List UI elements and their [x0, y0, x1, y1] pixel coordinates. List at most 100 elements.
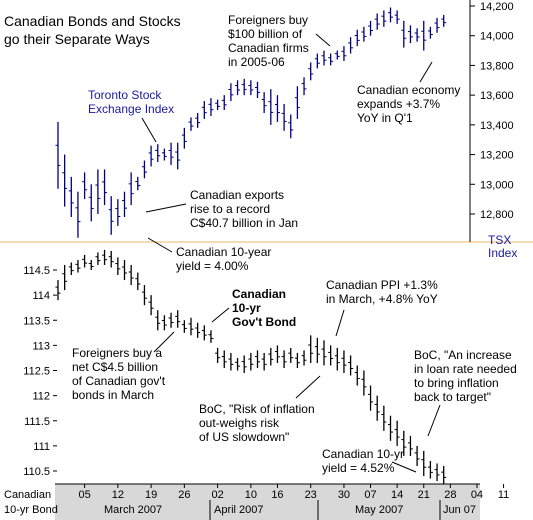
tsx-bar [294, 86, 300, 119]
bond-bar [361, 370, 367, 396]
bond-bar [181, 320, 187, 333]
bond-y-axis: 110.5 111 111.5 112 112.5 113 113.5 114 114.5 [23, 265, 57, 478]
bond-axis-label-line2: 10-yr Bond [4, 504, 58, 516]
x-tick-label: 21 [418, 489, 430, 501]
annotation-exports: Canadian exports rise to a record C$40.7… [145, 188, 298, 230]
tsx-bar [334, 50, 340, 60]
bond-bar [122, 259, 127, 281]
annotation-line: in loan rate needed [414, 362, 517, 376]
x-tick-label: 28 [444, 489, 456, 501]
tsx-bar [401, 20, 407, 48]
tsx-bar [328, 53, 334, 66]
annotation-line: expands +3.7% [357, 97, 440, 111]
tsx-bar [228, 83, 234, 102]
annotation-line: C$40.7 billion in Jan [190, 216, 298, 230]
annotation-boc-rate: BoC, "An increase in loan rate needed to… [414, 348, 517, 437]
tsx-bar [82, 172, 88, 200]
x-tick-label: 23 [305, 489, 317, 501]
bond-bar [148, 295, 154, 316]
bond-bar [161, 315, 167, 331]
tsx-y-tick-label: 12,800 [480, 209, 514, 221]
annotation-line: YoY in Q'1 [357, 111, 413, 125]
bond-ohlc-series [55, 249, 447, 484]
bond-y-tick-label: 113.5 [23, 315, 50, 327]
bond-bar [368, 385, 374, 411]
bond-y-tick-label: 110.5 [23, 466, 50, 478]
bond-bar [168, 312, 174, 328]
tsx-bar [241, 78, 247, 96]
bond-bar [301, 350, 307, 366]
tsx-bar [88, 184, 94, 222]
bond-y-tick-label: 114.5 [23, 265, 50, 277]
bond-bar [374, 395, 380, 421]
tsx-bar [281, 104, 287, 131]
tsx-bar [368, 20, 374, 36]
x-tick-label: 16 [271, 489, 283, 501]
chart-title-line2: go their Separate Ways [4, 31, 150, 47]
bond-bar [102, 249, 108, 265]
bond-bar [414, 445, 420, 466]
tsx-bar [301, 77, 307, 96]
bond-bar [55, 280, 61, 301]
bond-series-name-line2: 10-yr [232, 301, 261, 315]
bond-bar [274, 345, 280, 363]
annotation-line: Canadian firms [228, 41, 309, 55]
annotation-pointer [419, 61, 433, 83]
bond-bar [141, 285, 147, 306]
tsx-y-tick-label: 14,200 [480, 1, 514, 13]
bond-bar [108, 250, 114, 268]
tsx-y-tick-label: 13,000 [480, 179, 514, 191]
annotation-line: BoC, "Risk of inflation [199, 402, 315, 416]
annotation-line: BoC, "An increase [414, 348, 512, 362]
tsx-bar [208, 98, 214, 116]
x-tick-label: 14 [391, 489, 403, 501]
tsx-bar [407, 25, 413, 44]
bond-bar [334, 347, 340, 371]
bond-bar [421, 450, 427, 477]
annotation-pointer [335, 309, 345, 337]
bond-bar [321, 340, 327, 366]
annotation-foreigners-bonds: Foreigners buy a net C$4.5 billion of Ca… [72, 331, 175, 402]
tsx-bar [441, 14, 447, 27]
x-axis-band [55, 484, 480, 520]
tsx-y-axis: 12,800 13,000 13,200 13,400 13,600 13,800 14,0… [470, 1, 514, 221]
bond-y-tick-label: 111 [33, 441, 50, 453]
bond-bar [188, 317, 194, 336]
tsx-bar [75, 191, 81, 238]
tsx-bar [414, 28, 420, 42]
tsx-y-tick-label: 13,400 [480, 120, 514, 132]
bond-bar [441, 465, 447, 484]
tsx-bar [221, 95, 227, 110]
tsx-y-tick-label: 13,800 [480, 60, 514, 72]
tsx-bar [161, 148, 167, 161]
tsx-bar [148, 145, 154, 167]
x-axis: 05 12 19 26 02 10 16 23 30 07 14 21 28 04 11 [78, 484, 509, 501]
tsx-ohlc-series [55, 7, 447, 238]
annotation-pointer [147, 237, 173, 253]
tsx-y-tick-label: 13,200 [480, 150, 514, 162]
x-tick-label: 11 [498, 489, 509, 501]
annotation-yield-452: Canadian 10-yr yield = 4.52% [322, 447, 417, 475]
tsx-bar [128, 172, 134, 206]
bond-bar [281, 350, 287, 368]
annotation-pointer [315, 33, 331, 47]
annotation-line: of Canadian gov't [72, 374, 166, 388]
bond-bar [241, 355, 247, 374]
x-tick-label: 02 [211, 489, 223, 501]
bond-bar [195, 322, 201, 338]
chart-title-line1: Canadian Bonds and Stocks [4, 13, 181, 29]
bond-bar [221, 350, 227, 368]
tsx-bar [201, 101, 207, 119]
bond-series-name-line3: Gov't Bond [232, 315, 296, 329]
annotation-line: in 2005-06 [228, 55, 285, 69]
bond-bar [155, 310, 161, 331]
x-tick-label: 07 [364, 489, 376, 501]
tsx-bar [348, 37, 354, 54]
x-tick-label: 04 [471, 489, 483, 501]
tsx-bar [175, 142, 181, 170]
bond-y-tick-label: 114 [32, 290, 50, 302]
tsx-bar [122, 191, 127, 217]
tsx-bar [261, 92, 267, 113]
annotation-yield-4: Canadian 10-year yield = 4.00% [147, 237, 271, 273]
